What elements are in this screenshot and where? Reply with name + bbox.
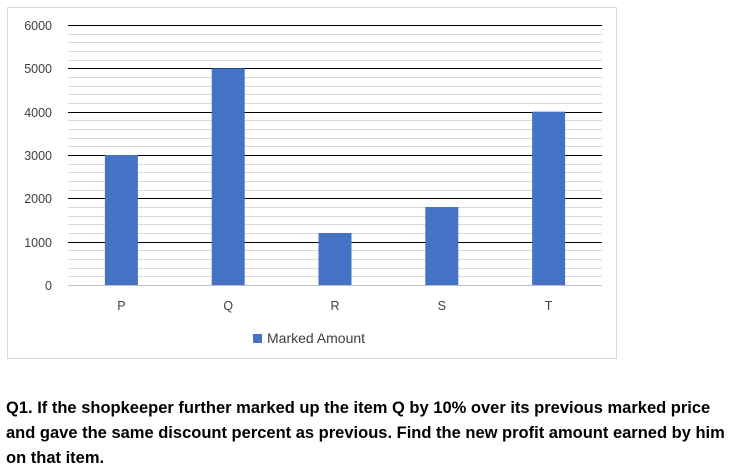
y-tick-label: 6000 bbox=[24, 19, 52, 33]
bar-r bbox=[318, 233, 352, 285]
legend-swatch bbox=[253, 334, 262, 343]
x-tick-label: R bbox=[330, 299, 339, 313]
bar-s bbox=[425, 207, 459, 285]
bar-p bbox=[104, 155, 138, 285]
question-body: If the shopkeeper further marked up the … bbox=[6, 399, 725, 467]
x-tick-label: P bbox=[117, 299, 125, 313]
question-number: Q1. bbox=[6, 399, 33, 417]
x-tick-label: Q bbox=[223, 299, 233, 313]
legend-label: Marked Amount bbox=[267, 330, 365, 346]
y-tick-label: 3000 bbox=[24, 149, 52, 163]
x-tick-label: S bbox=[438, 299, 446, 313]
bar-q bbox=[211, 68, 245, 285]
y-tick-label: 5000 bbox=[24, 62, 52, 76]
x-tick-label: T bbox=[545, 299, 553, 313]
chart-frame: 0 1000 2000 3000 4000 5000 6000 P Q R S T Marked Amo… bbox=[7, 7, 617, 359]
bar-chart: 0 1000 2000 3000 4000 5000 6000 P Q R S T Marked Amo… bbox=[24, 19, 602, 346]
bar-t bbox=[532, 111, 566, 286]
question-text: Q1. If the shopkeeper further marked up … bbox=[6, 396, 734, 471]
y-tick-label: 4000 bbox=[24, 106, 52, 120]
y-tick-label: 2000 bbox=[24, 192, 52, 206]
y-tick-label: 1000 bbox=[24, 236, 52, 250]
y-tick-label: 0 bbox=[45, 279, 52, 293]
